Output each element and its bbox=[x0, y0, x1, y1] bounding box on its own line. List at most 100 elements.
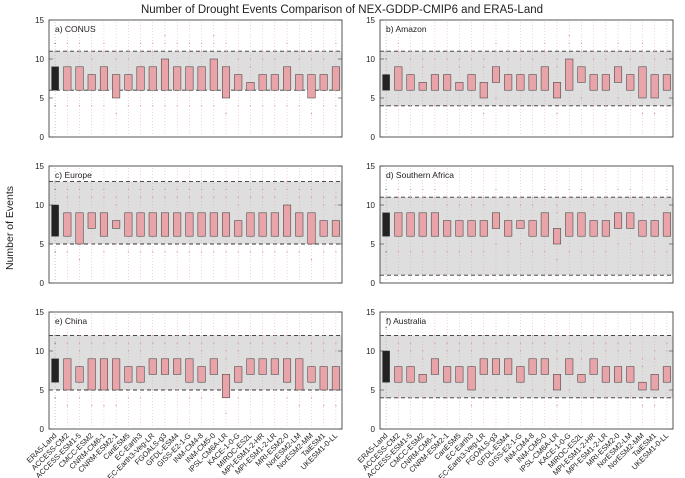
outlier-dot bbox=[115, 204, 117, 206]
model-box bbox=[148, 212, 157, 237]
panel-frame bbox=[48, 165, 343, 284]
outlier-dot bbox=[458, 58, 460, 60]
y-tick-label: 10 bbox=[35, 347, 44, 356]
model-box bbox=[160, 58, 169, 91]
outlier-dot bbox=[654, 58, 656, 60]
outlier-dot bbox=[66, 196, 68, 198]
outlier-dot bbox=[568, 196, 570, 198]
outlier-dot bbox=[152, 188, 154, 190]
reference-box bbox=[382, 74, 390, 91]
outlier-dot bbox=[78, 188, 81, 190]
outlier-dot bbox=[176, 42, 178, 45]
y-tick-label: 10 bbox=[366, 201, 375, 210]
y-tick-label: 10 bbox=[366, 55, 375, 64]
model-box bbox=[319, 220, 328, 237]
outlier-dot bbox=[519, 105, 521, 107]
panel-2: 0 5 10 15 b) Amazon bbox=[366, 16, 674, 142]
outlier-dot bbox=[422, 58, 424, 60]
model-box bbox=[638, 66, 647, 99]
outlier-dot bbox=[115, 113, 117, 115]
outlier-dot bbox=[532, 334, 534, 336]
outlier-dot bbox=[385, 251, 387, 253]
outlier-dot bbox=[225, 412, 227, 414]
model-box bbox=[222, 66, 231, 99]
outlier-dot bbox=[103, 105, 105, 107]
outlier-dot bbox=[152, 105, 154, 107]
model-box bbox=[614, 366, 623, 383]
model-box bbox=[197, 212, 206, 237]
outlier-dot bbox=[654, 113, 656, 115]
model-box bbox=[601, 220, 610, 237]
outlier-dot bbox=[335, 405, 337, 407]
outlier-dot bbox=[310, 113, 313, 115]
model-box bbox=[331, 366, 340, 391]
outlier-dot bbox=[262, 389, 264, 391]
outlier-dot bbox=[188, 105, 190, 107]
outlier-dot bbox=[66, 405, 68, 407]
outlier-dot bbox=[78, 50, 81, 52]
outlier-dot bbox=[310, 397, 313, 399]
model-box bbox=[626, 212, 635, 229]
model-box bbox=[222, 212, 231, 237]
panel-frame bbox=[48, 19, 343, 138]
outlier-dot bbox=[54, 188, 56, 190]
outlier-dot bbox=[139, 342, 142, 344]
outlier-dot bbox=[617, 42, 619, 45]
outlier-dot bbox=[629, 342, 631, 344]
outlier-dot bbox=[103, 188, 105, 190]
outlier-dot bbox=[335, 350, 337, 352]
outlier-dot bbox=[446, 251, 448, 253]
outlier-dot bbox=[323, 204, 325, 206]
outlier-dot bbox=[66, 50, 68, 52]
model-box bbox=[565, 358, 574, 375]
outlier-dot bbox=[532, 251, 534, 253]
outlier-dot bbox=[397, 105, 399, 107]
outlier-dot bbox=[139, 196, 142, 198]
model-box bbox=[418, 374, 427, 383]
model-box bbox=[662, 212, 671, 237]
outlier-dot bbox=[274, 188, 276, 190]
reference-box bbox=[382, 350, 390, 383]
model-box bbox=[467, 366, 476, 391]
model-box bbox=[553, 228, 562, 245]
outlier-dot bbox=[666, 342, 668, 344]
outlier-dot bbox=[458, 397, 460, 399]
outlier-dot bbox=[201, 251, 203, 253]
outlier-dot bbox=[483, 251, 485, 253]
outlier-dot bbox=[323, 58, 325, 60]
outlier-dot bbox=[188, 251, 190, 253]
outlier-dot bbox=[544, 50, 546, 52]
model-box bbox=[87, 358, 96, 391]
outlier-dot bbox=[310, 196, 313, 198]
outlier-dot bbox=[446, 50, 448, 52]
model-box bbox=[307, 212, 316, 245]
outlier-dot bbox=[666, 58, 668, 60]
model-box bbox=[443, 366, 452, 383]
outlier-dot bbox=[213, 188, 215, 190]
model-box bbox=[124, 366, 133, 383]
reference-box bbox=[51, 204, 59, 237]
y-tick-label: 0 bbox=[40, 279, 45, 288]
model-box bbox=[246, 82, 255, 91]
model-box bbox=[577, 212, 586, 237]
model-box bbox=[136, 212, 145, 237]
outlier-dot bbox=[446, 397, 448, 399]
outlier-dot bbox=[385, 188, 387, 190]
outlier-dot bbox=[323, 50, 325, 52]
model-box bbox=[394, 212, 403, 237]
outlier-dot bbox=[237, 342, 239, 344]
outlier-dot bbox=[446, 105, 448, 107]
outlier-dot bbox=[458, 350, 460, 352]
outlier-dot bbox=[249, 334, 252, 336]
model-box bbox=[209, 358, 218, 375]
outlier-dot bbox=[225, 50, 227, 52]
model-box bbox=[283, 66, 292, 91]
outlier-dot bbox=[666, 350, 668, 352]
outlier-dot bbox=[213, 42, 215, 45]
model-box bbox=[75, 212, 84, 245]
outlier-dot bbox=[556, 204, 558, 206]
y-tick-label: 15 bbox=[366, 162, 375, 171]
outlier-dot bbox=[593, 389, 595, 391]
outlier-dot bbox=[446, 350, 448, 352]
